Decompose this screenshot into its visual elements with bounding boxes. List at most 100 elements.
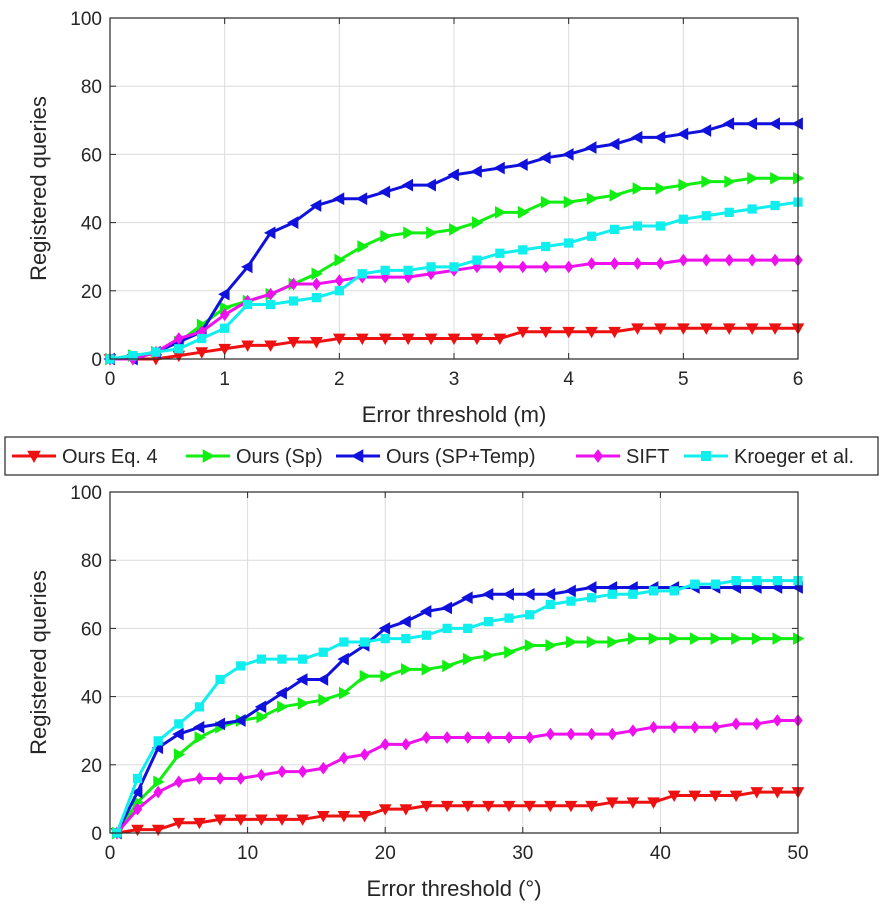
data-point	[359, 669, 372, 683]
legend-label: Kroeger et al.	[734, 446, 854, 468]
data-point	[309, 199, 322, 212]
data-point	[275, 686, 287, 700]
data-point	[153, 785, 163, 799]
data-point	[449, 223, 461, 236]
data-point	[442, 623, 452, 634]
data-point	[563, 260, 574, 274]
data-point	[772, 576, 782, 586]
data-point	[585, 326, 598, 339]
data-point	[648, 586, 659, 596]
data-point	[264, 226, 276, 240]
data-point	[710, 632, 722, 645]
data-point	[130, 785, 143, 799]
data-point	[334, 274, 345, 287]
data-point	[461, 800, 475, 813]
data-point	[566, 635, 578, 649]
data-point	[399, 804, 413, 816]
data-point	[628, 724, 638, 738]
data-point	[215, 772, 225, 785]
data-point	[750, 787, 764, 799]
data-point	[318, 647, 328, 657]
data-point	[442, 659, 454, 673]
data-point	[608, 137, 620, 151]
data-point	[296, 673, 308, 686]
data-point	[380, 669, 392, 683]
data-point	[586, 593, 597, 603]
x-tick-label: 0	[105, 843, 116, 864]
y-tick-label: 20	[81, 756, 102, 777]
data-point	[442, 731, 452, 744]
data-point	[218, 343, 232, 356]
data-point	[399, 615, 411, 628]
data-point	[447, 168, 459, 182]
data-point	[310, 337, 323, 349]
data-point	[771, 787, 784, 799]
data-point	[539, 326, 553, 339]
legend-marker	[350, 449, 364, 463]
x-tick-label: 0	[105, 369, 116, 390]
data-point	[678, 253, 689, 267]
data-point	[357, 269, 367, 279]
data-point	[378, 185, 391, 199]
data-point	[483, 616, 494, 627]
data-point	[699, 124, 712, 137]
series-line	[115, 637, 798, 834]
y-tick-label: 40	[81, 688, 102, 709]
data-point	[421, 731, 432, 744]
data-point	[710, 720, 721, 734]
data-point	[255, 814, 268, 826]
data-point	[420, 800, 433, 813]
data-point	[463, 623, 473, 634]
data-point	[218, 287, 230, 301]
data-point	[517, 206, 530, 219]
data-point	[334, 286, 344, 296]
data-point	[655, 182, 667, 195]
data-point	[688, 790, 702, 803]
data-point	[153, 775, 165, 789]
data-point	[607, 589, 617, 599]
data-point	[174, 332, 184, 345]
data-point	[566, 727, 576, 741]
legend-label: Ours (SP+Temp)	[386, 446, 535, 468]
x-tick-label: 2	[334, 369, 345, 390]
data-point	[731, 717, 741, 731]
y-tick-label: 100	[70, 9, 102, 30]
y-axis-label: Registered queries	[26, 96, 51, 281]
data-point	[525, 610, 535, 620]
data-point	[563, 195, 576, 209]
data-point	[585, 800, 598, 813]
data-point	[585, 141, 597, 154]
data-point	[729, 790, 743, 803]
data-point	[493, 333, 507, 346]
data-point	[380, 738, 390, 751]
data-point	[256, 768, 267, 782]
data-point	[724, 253, 734, 267]
data-point	[752, 576, 762, 586]
data-point	[648, 632, 661, 645]
data-point	[277, 654, 287, 664]
data-point	[213, 814, 227, 826]
data-point	[483, 731, 494, 744]
series-kroeger-et-al-	[105, 197, 803, 364]
data-point	[564, 800, 578, 813]
data-point	[128, 350, 138, 361]
data-point	[632, 257, 643, 270]
data-point	[380, 229, 392, 243]
data-point	[667, 790, 681, 803]
data-point	[173, 748, 186, 761]
data-point	[699, 323, 713, 335]
data-point	[669, 720, 679, 734]
data-point	[607, 727, 617, 741]
legend-entry: Kroeger et al.	[684, 446, 854, 468]
y-tick-label: 0	[91, 350, 102, 371]
data-point	[502, 587, 514, 601]
data-point	[701, 211, 711, 221]
data-point	[523, 587, 535, 601]
data-point	[768, 117, 780, 131]
data-point	[378, 333, 392, 346]
data-point	[562, 326, 576, 339]
data-point	[334, 253, 346, 267]
series-ours-sp-	[111, 632, 805, 840]
data-point	[332, 333, 346, 346]
data-point	[540, 260, 551, 274]
